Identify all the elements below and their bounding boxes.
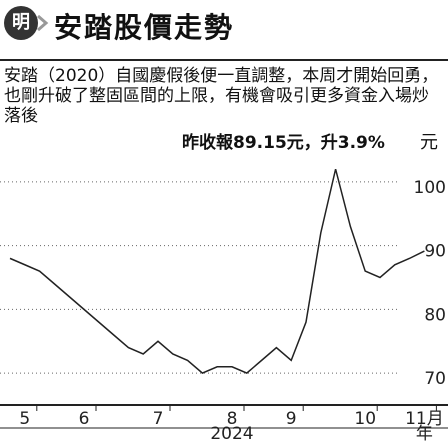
logo-arrow — [37, 14, 49, 32]
chart-title: 安踏股價走勢 — [54, 11, 235, 44]
x-tick-label: 6 — [79, 409, 90, 429]
logo-icon: 明 — [4, 6, 38, 40]
annotation: 昨收報89.15元，升3.9% — [182, 133, 385, 153]
y-tick-label: 80 — [424, 305, 446, 325]
y-tick-label: 70 — [424, 369, 446, 389]
x-group-label: 2024 — [210, 424, 253, 442]
description: 安踏（2020）自國慶假後便一直調整，本周才開始回勇，也剛升破了整固區間的上限，… — [4, 66, 439, 126]
x-tick-label: 11月 — [405, 409, 444, 429]
x-tick-label: 10 — [354, 409, 376, 429]
x-tick-label: 5 — [19, 409, 30, 429]
x-tick-label: 8 — [227, 409, 238, 429]
y-unit: 元 — [420, 132, 438, 153]
x-tick-label: 7 — [153, 409, 164, 429]
y-tick-label: 100 — [414, 178, 446, 198]
x-group-label: 年 — [416, 424, 433, 442]
x-tick-label: 9 — [286, 409, 297, 429]
header-rule — [0, 59, 448, 61]
header: 明 安踏股價走勢 — [0, 0, 448, 62]
price-line — [9, 168, 425, 374]
y-tick-label: 90 — [424, 242, 446, 262]
